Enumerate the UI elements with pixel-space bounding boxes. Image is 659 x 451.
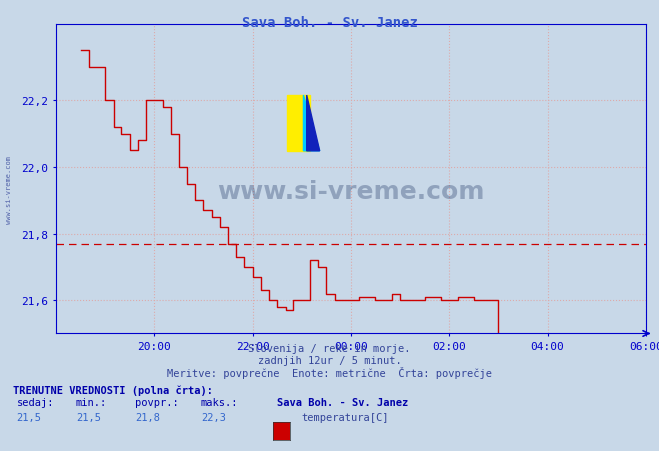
- Text: TRENUTNE VREDNOSTI (polna črta):: TRENUTNE VREDNOSTI (polna črta):: [13, 384, 213, 395]
- Polygon shape: [306, 96, 320, 152]
- Text: www.si-vreme.com: www.si-vreme.com: [217, 179, 484, 203]
- Text: Sava Boh. - Sv. Janez: Sava Boh. - Sv. Janez: [242, 16, 417, 30]
- Text: Meritve: povprečne  Enote: metrične  Črta: povprečje: Meritve: povprečne Enote: metrične Črta:…: [167, 366, 492, 378]
- Text: maks.:: maks.:: [201, 397, 239, 407]
- Text: temperatura[C]: temperatura[C]: [302, 412, 389, 422]
- Text: povpr.:: povpr.:: [135, 397, 179, 407]
- Text: zadnjih 12ur / 5 minut.: zadnjih 12ur / 5 minut.: [258, 355, 401, 365]
- Text: 21,5: 21,5: [16, 412, 42, 422]
- Text: 22,3: 22,3: [201, 412, 226, 422]
- Bar: [287, 96, 310, 152]
- Text: 21,5: 21,5: [76, 412, 101, 422]
- Text: min.:: min.:: [76, 397, 107, 407]
- Text: 21,8: 21,8: [135, 412, 160, 422]
- Polygon shape: [303, 96, 320, 152]
- Text: sedaj:: sedaj:: [16, 397, 54, 407]
- Text: www.si-vreme.com: www.si-vreme.com: [5, 156, 12, 223]
- Text: Sava Boh. - Sv. Janez: Sava Boh. - Sv. Janez: [277, 397, 408, 407]
- Text: Slovenija / reke in morje.: Slovenija / reke in morje.: [248, 344, 411, 354]
